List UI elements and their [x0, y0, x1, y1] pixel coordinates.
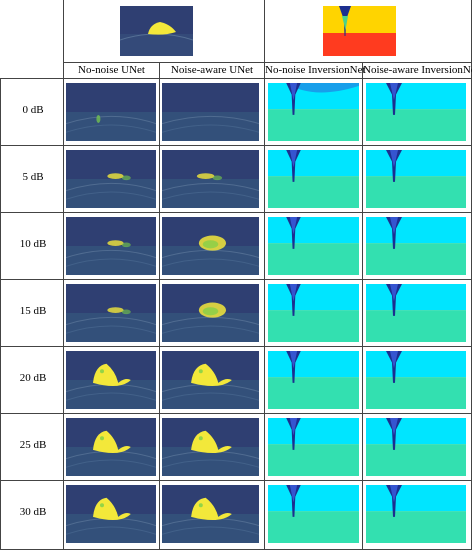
row-label-25db: 25 dB: [19, 439, 47, 451]
thumb-no-noise-inversionnet-15db: [268, 284, 359, 342]
thumb-noise-aware-inversionnet-15db: [366, 284, 466, 342]
column-header-no-noise-inversionnet: No-noise InversionNet: [265, 64, 366, 76]
thumb-no-noise-unet-25db: [66, 418, 156, 476]
thumb-noise-aware-unet-5db: [162, 150, 259, 208]
thumb-no-noise-unet-30db: [66, 485, 156, 543]
thumb-noise-aware-unet-0db: [162, 83, 259, 141]
thumb-no-noise-inversionnet-25db: [268, 418, 359, 476]
thumb-noise-aware-unet-20db: [162, 351, 259, 409]
column-header-noise-aware-inversionnet: Noise-aware InversionNet: [363, 64, 472, 76]
thumb-noise-aware-inversionnet-5db: [366, 150, 466, 208]
thumb-no-noise-unet-15db: [66, 284, 156, 342]
row-label-30db: 30 dB: [19, 506, 47, 518]
row-label-0db: 0 dB: [22, 104, 44, 116]
thumb-noise-aware-inversionnet-20db: [366, 351, 466, 409]
column-header-noise-aware-unet: Noise-aware UNet: [170, 64, 254, 76]
column-header-no-noise-unet: No-noise UNet: [78, 64, 145, 76]
ground-truth-velocity-map: [323, 6, 396, 56]
thumb-noise-aware-inversionnet-25db: [366, 418, 466, 476]
thumb-noise-aware-unet-15db: [162, 284, 259, 342]
thumb-noise-aware-unet-10db: [162, 217, 259, 275]
thumb-no-noise-inversionnet-10db: [268, 217, 359, 275]
thumb-noise-aware-unet-30db: [162, 485, 259, 543]
thumb-noise-aware-unet-25db: [162, 418, 259, 476]
thumb-noise-aware-inversionnet-10db: [366, 217, 466, 275]
thumb-no-noise-inversionnet-0db: [268, 83, 359, 141]
thumb-no-noise-unet-20db: [66, 351, 156, 409]
thumb-no-noise-inversionnet-5db: [268, 150, 359, 208]
thumb-no-noise-inversionnet-20db: [268, 351, 359, 409]
thumb-no-noise-unet-0db: [66, 83, 156, 141]
ground-truth-seismic-image: [120, 6, 193, 56]
thumb-noise-aware-inversionnet-30db: [366, 485, 466, 543]
row-label-10db: 10 dB: [19, 238, 47, 250]
thumb-no-noise-unet-10db: [66, 217, 156, 275]
thumb-noise-aware-inversionnet-0db: [366, 83, 466, 141]
row-label-5db: 5 dB: [22, 171, 44, 183]
row-label-15db: 15 dB: [19, 305, 47, 317]
row-label-20db: 20 dB: [19, 372, 47, 384]
thumb-no-noise-unet-5db: [66, 150, 156, 208]
thumb-no-noise-inversionnet-30db: [268, 485, 359, 543]
